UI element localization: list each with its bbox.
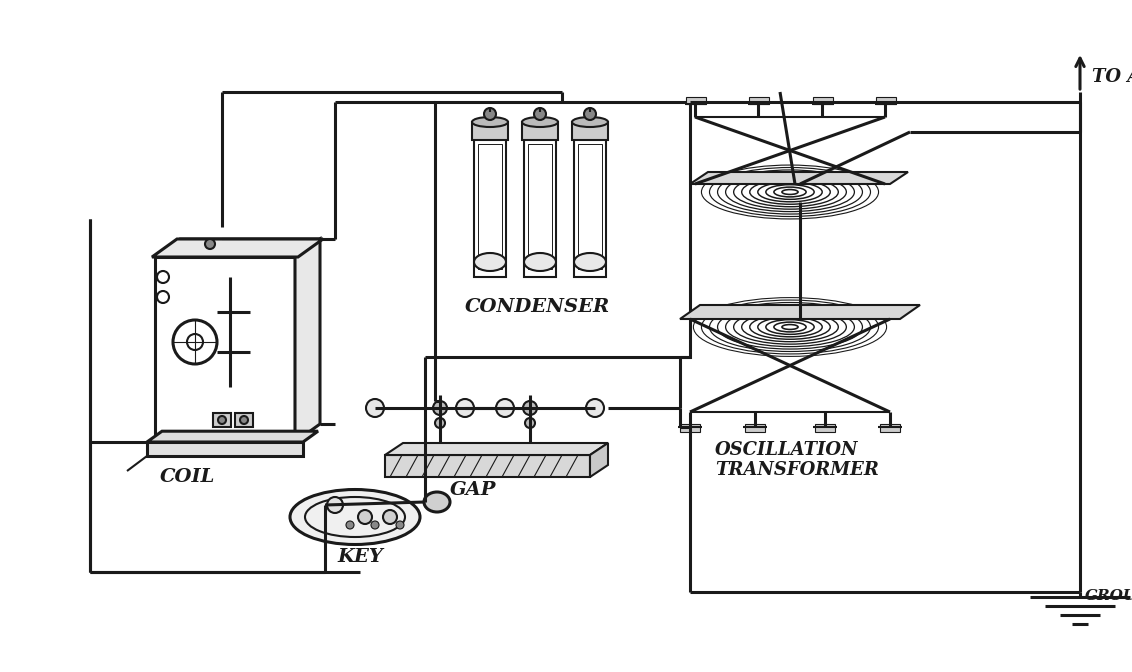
Polygon shape [680, 305, 920, 319]
Bar [745, 424, 765, 432]
Text: TO A: TO A [1092, 68, 1132, 86]
Circle shape [484, 108, 496, 120]
Circle shape [434, 401, 447, 415]
Circle shape [525, 418, 535, 428]
Bar [528, 144, 552, 269]
Circle shape [456, 399, 474, 417]
Text: CONDENSER: CONDENSER [465, 298, 610, 316]
Text: TRANSFORMER: TRANSFORMER [715, 461, 878, 479]
Circle shape [358, 510, 372, 524]
Circle shape [396, 521, 404, 529]
Ellipse shape [474, 253, 506, 271]
Ellipse shape [524, 253, 556, 271]
Ellipse shape [522, 117, 558, 127]
Polygon shape [147, 431, 318, 442]
Polygon shape [152, 239, 323, 257]
Bar [815, 424, 835, 432]
Circle shape [371, 521, 379, 529]
Bar [385, 455, 590, 477]
Circle shape [346, 521, 354, 529]
Bar [680, 424, 700, 432]
Ellipse shape [574, 253, 606, 271]
Bar [155, 257, 295, 442]
Circle shape [534, 108, 546, 120]
Bar [213, 413, 231, 427]
Bar [813, 97, 833, 104]
Bar [578, 144, 602, 269]
Ellipse shape [290, 489, 420, 544]
Bar [472, 122, 508, 140]
Bar [880, 424, 900, 432]
Polygon shape [385, 443, 608, 455]
Bar [474, 122, 506, 277]
Polygon shape [590, 443, 608, 477]
Circle shape [240, 416, 248, 424]
Bar [749, 97, 769, 104]
Circle shape [435, 418, 445, 428]
Circle shape [383, 510, 397, 524]
Bar [235, 413, 252, 427]
Bar [876, 97, 897, 104]
Text: OSCILLATION: OSCILLATION [715, 441, 858, 459]
Bar [522, 122, 558, 140]
Circle shape [327, 497, 343, 513]
Circle shape [584, 108, 597, 120]
Polygon shape [155, 239, 320, 257]
Ellipse shape [572, 117, 608, 127]
Circle shape [523, 401, 537, 415]
Ellipse shape [472, 117, 508, 127]
Polygon shape [295, 239, 320, 442]
Text: GROUN: GROUN [1084, 589, 1132, 603]
Bar [147, 442, 303, 456]
Text: COIL: COIL [160, 468, 215, 486]
Circle shape [218, 416, 226, 424]
Polygon shape [691, 172, 908, 184]
Bar [435, 102, 691, 357]
Circle shape [366, 399, 384, 417]
Circle shape [205, 239, 215, 249]
Bar [524, 122, 556, 277]
Ellipse shape [424, 492, 451, 512]
Circle shape [496, 399, 514, 417]
Bar [478, 144, 501, 269]
Bar [574, 122, 606, 277]
Bar [572, 122, 608, 140]
Bar [686, 97, 706, 104]
Text: GAP: GAP [451, 481, 496, 499]
Text: KEY: KEY [337, 548, 383, 566]
Circle shape [586, 399, 604, 417]
